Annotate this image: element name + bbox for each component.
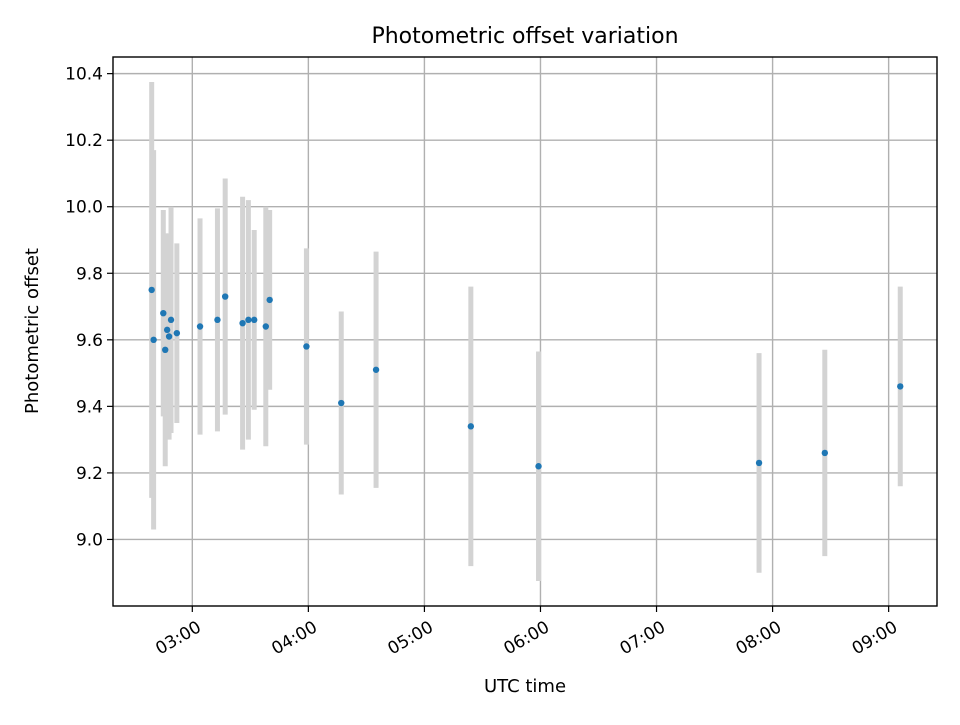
data-point	[372, 366, 380, 373]
data-point	[338, 399, 345, 407]
data-point	[221, 293, 229, 300]
data-point	[467, 423, 475, 430]
data-point	[245, 316, 252, 324]
data-point	[163, 326, 171, 334]
data-point	[821, 449, 829, 457]
data-point	[173, 329, 181, 337]
data-point	[262, 323, 270, 330]
x-tick-label: 09:00	[849, 617, 901, 659]
ticks: 03:00 04:00 05:00 06:00 07:00 08:00 09:00 9.0 9.…	[65, 65, 901, 660]
x-tick-label: 06:00	[501, 617, 553, 659]
data-point	[266, 296, 273, 304]
data-point	[167, 316, 175, 324]
grid	[113, 57, 937, 606]
x-tick-label: 05:00	[384, 617, 436, 659]
data-points	[148, 286, 904, 470]
x-tick-label: 03:00	[152, 617, 204, 659]
y-tick-label: 9.0	[76, 530, 103, 550]
x-tick-label: 07:00	[617, 617, 669, 659]
y-tick-label: 9.6	[76, 331, 103, 351]
data-point	[239, 319, 246, 327]
data-point	[897, 383, 904, 390]
y-tick-label: 9.2	[76, 464, 103, 484]
x-tick-label: 08:00	[733, 617, 785, 659]
data-point	[148, 286, 155, 294]
data-point	[755, 459, 763, 467]
data-point	[535, 463, 542, 470]
data-point	[162, 346, 169, 353]
x-axis-label: UTC time	[484, 676, 566, 697]
y-axis-label: Photometric offset	[22, 248, 43, 414]
data-point	[150, 336, 157, 344]
chart-title: Photometric offset variation	[371, 24, 678, 49]
error-bars	[149, 81, 903, 582]
data-point	[251, 316, 258, 324]
data-point	[196, 323, 204, 330]
y-tick-label: 10.2	[65, 131, 103, 151]
y-tick-label: 10.0	[65, 198, 103, 218]
y-tick-label: 9.4	[76, 397, 103, 417]
x-tick-label: 04:00	[268, 617, 320, 659]
y-tick-label: 9.8	[76, 264, 103, 284]
plot-frame	[112, 56, 938, 607]
data-point	[303, 343, 310, 350]
data-point	[160, 310, 167, 317]
data-point	[165, 333, 173, 340]
data-point	[214, 316, 221, 324]
y-tick-label: 10.4	[65, 65, 103, 85]
